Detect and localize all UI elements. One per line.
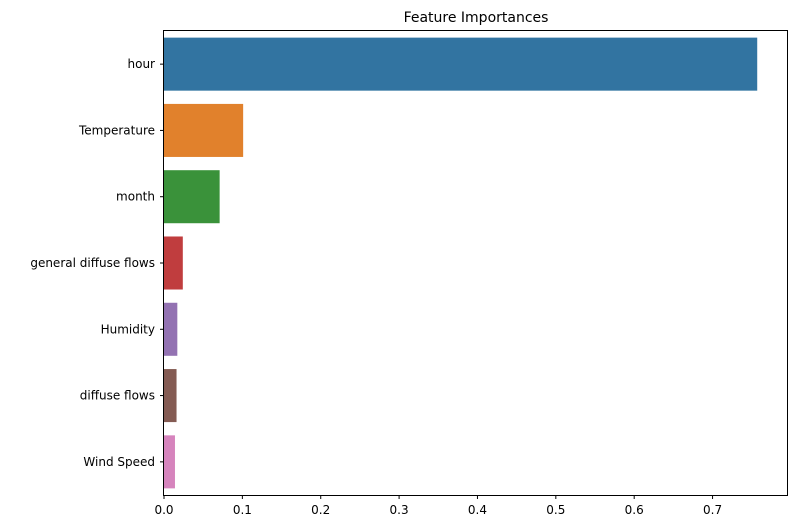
x-tick-label: 0.2 bbox=[311, 503, 330, 517]
x-tick-label: 0.5 bbox=[546, 503, 565, 517]
x-axis-ticks: 0.0 0.1 0.2 0.3 0.4 0.5 0.6 0.7 bbox=[154, 495, 722, 517]
y-tick-label: Temperature bbox=[78, 123, 155, 137]
bar-general-diffuse-flows bbox=[164, 236, 183, 290]
x-tick-label: 0.3 bbox=[390, 503, 409, 517]
axes-frame bbox=[163, 30, 788, 496]
y-tick-label: Humidity bbox=[101, 322, 155, 336]
x-tick-label: 0.1 bbox=[233, 503, 252, 517]
y-axis-ticks: hour Temperature month general diffuse flow… bbox=[30, 57, 164, 469]
x-tick-label: 0.0 bbox=[154, 503, 173, 517]
chart-title: Feature Importances bbox=[404, 10, 549, 26]
bar-hour bbox=[164, 37, 758, 91]
bar-humidity bbox=[164, 302, 178, 356]
x-tick-label: 0.6 bbox=[625, 503, 644, 517]
x-tick-label: 0.4 bbox=[468, 503, 487, 517]
y-tick-label: general diffuse flows bbox=[30, 256, 155, 270]
y-tick-label: diffuse flows bbox=[80, 389, 155, 403]
bars-group bbox=[164, 37, 758, 489]
y-tick-label: month bbox=[116, 190, 155, 204]
y-tick-label: Wind Speed bbox=[83, 455, 155, 469]
y-tick-label: hour bbox=[128, 57, 156, 71]
bar-month bbox=[164, 170, 220, 224]
bar-diffuse-flows bbox=[164, 369, 177, 423]
bar-temperature bbox=[164, 103, 244, 157]
bar-wind-speed bbox=[164, 435, 175, 489]
x-tick-label: 0.7 bbox=[703, 503, 722, 517]
